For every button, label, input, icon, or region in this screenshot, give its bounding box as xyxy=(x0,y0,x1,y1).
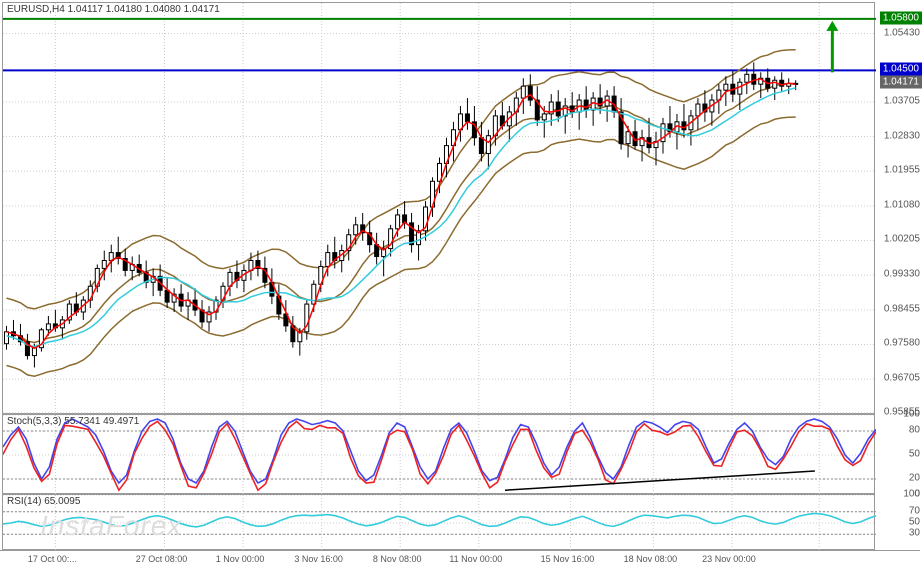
rsi-title: RSI(14) 65.0095 xyxy=(7,496,80,507)
main-y-tick: 0.98455 xyxy=(884,303,920,314)
stoch-title: Stoch(5,3,3) 55.7341 49.4971 xyxy=(7,416,139,427)
x-axis-strip: 17 Oct 00:... 27 Oct 08:00 1 Nov 00:00 3 No… xyxy=(0,550,920,566)
stoch-y-tick: 80 xyxy=(909,425,920,436)
main-y-tick: 0.97580 xyxy=(884,338,920,349)
price-level-box: 1.05800 xyxy=(880,11,922,24)
rsi-y-tick: 50 xyxy=(909,517,920,528)
stoch-y-tick: 100 xyxy=(903,409,920,420)
x-axis-tick: 1 Nov 00:00 xyxy=(216,554,265,564)
price-level-box: 1.04500 xyxy=(880,63,922,76)
x-axis-tick: 3 Nov 16:00 xyxy=(294,554,343,564)
rsi-panel[interactable]: RSI(14) 65.0095 xyxy=(2,494,875,550)
main-y-tick: 0.96705 xyxy=(884,373,920,384)
main-y-tick: 1.00205 xyxy=(884,234,920,245)
stoch-chart-svg xyxy=(3,415,876,495)
main-y-tick: 0.99330 xyxy=(884,269,920,280)
symbol-header: EURUSD,H4 1.04117 1.04180 1.04080 1.0417… xyxy=(7,4,220,15)
x-axis-tick: 18 Nov 08:00 xyxy=(624,554,678,564)
x-axis-tick: 11 Nov 00:00 xyxy=(449,554,502,564)
rsi-chart-svg xyxy=(3,495,876,551)
stoch-y-tick: 50 xyxy=(909,449,920,460)
x-axis-tick: 17 Oct 00:... xyxy=(28,554,77,564)
rsi-y-tick: 30 xyxy=(909,528,920,539)
main-y-tick: 1.05430 xyxy=(884,27,920,38)
main-y-tick: 1.03705 xyxy=(884,95,920,106)
main-chart-svg xyxy=(3,3,876,415)
main-y-tick: 1.01955 xyxy=(884,165,920,176)
main-price-panel[interactable]: EURUSD,H4 1.04117 1.04180 1.04080 1.0417… xyxy=(2,2,875,414)
stoch-y-tick: 20 xyxy=(909,473,920,484)
stochastic-panel[interactable]: Stoch(5,3,3) 55.7341 49.4971 xyxy=(2,414,875,494)
rsi-y-tick: 70 xyxy=(909,505,920,516)
x-axis-tick: 27 Oct 08:00 xyxy=(136,554,188,564)
x-axis-tick: 23 Nov 00:00 xyxy=(702,554,756,564)
y-axis-strip: 0.958550.967050.975800.984550.993301.002… xyxy=(875,2,922,550)
rsi-y-tick: 100 xyxy=(903,489,920,500)
main-y-tick: 1.02830 xyxy=(884,130,920,141)
main-y-tick: 1.01080 xyxy=(884,199,920,210)
x-axis-tick: 8 Nov 08:00 xyxy=(373,554,422,564)
x-axis-tick: 15 Nov 16:00 xyxy=(541,554,595,564)
price-level-box: 1.04171 xyxy=(880,76,922,89)
